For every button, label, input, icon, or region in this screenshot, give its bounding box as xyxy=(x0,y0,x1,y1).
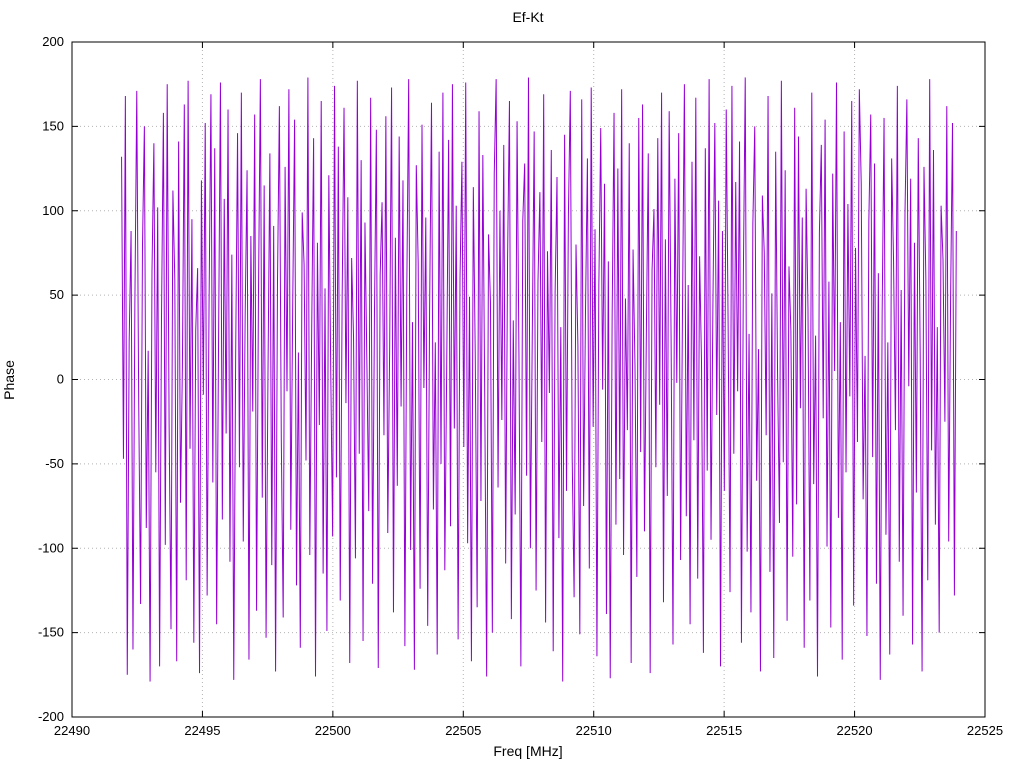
chart-title: Ef-Kt xyxy=(512,9,543,25)
trace-layer xyxy=(121,77,957,682)
x-tick-label: 22500 xyxy=(315,723,351,738)
x-tick-label: 22525 xyxy=(967,723,1003,738)
y-tick-label: -150 xyxy=(38,625,64,640)
y-tick-label: 150 xyxy=(42,118,64,133)
x-tick-label: 22490 xyxy=(54,723,90,738)
tick-label-layer: 22490 22495 22500 22505 22510 22515 22520 22525… xyxy=(38,34,1003,738)
y-tick-label: -100 xyxy=(38,540,64,555)
x-tick-label: 22495 xyxy=(184,723,220,738)
x-axis-label: Freq [MHz] xyxy=(493,743,562,759)
y-tick-label: -200 xyxy=(38,709,64,724)
x-tick-label: 22520 xyxy=(836,723,872,738)
plot-border xyxy=(71,41,986,718)
x-tick-label: 22515 xyxy=(706,723,742,738)
y-tick-label: 50 xyxy=(50,287,64,302)
y-tick-label: -50 xyxy=(45,456,64,471)
y-tick-label: 0 xyxy=(57,372,64,387)
phase-trace xyxy=(121,77,957,682)
x-tick-label: 22505 xyxy=(445,723,481,738)
y-tick-label: 200 xyxy=(42,34,64,49)
x-tick-label: 22510 xyxy=(576,723,612,738)
axis-layer xyxy=(71,41,986,718)
y-axis-label: Phase xyxy=(1,360,17,400)
y-tick-label: 100 xyxy=(42,203,64,218)
